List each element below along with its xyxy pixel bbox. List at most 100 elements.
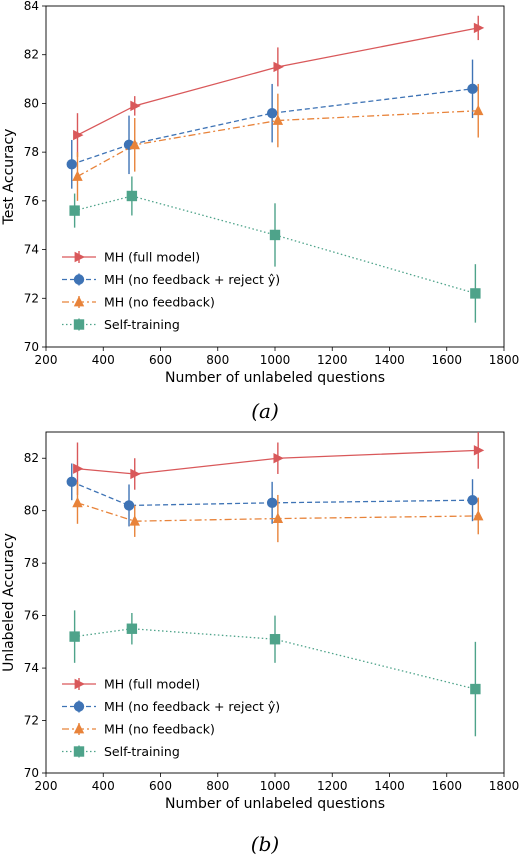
- series-1: [66, 59, 478, 189]
- data-point: [272, 114, 284, 125]
- x-tick-label: 1200: [317, 779, 348, 793]
- x-tick-label: 600: [149, 779, 172, 793]
- data-point: [470, 288, 481, 299]
- series-line: [71, 481, 473, 507]
- x-tick-label: 1000: [260, 353, 291, 367]
- y-tick-label: 76: [24, 194, 39, 208]
- data-point: [266, 107, 278, 119]
- data-point: [72, 170, 83, 181]
- data-point: [273, 61, 284, 73]
- x-tick-label: 1400: [374, 779, 405, 793]
- data-point: [473, 104, 484, 116]
- data-point: [470, 683, 481, 695]
- data-point: [69, 631, 80, 642]
- data-point: [73, 129, 84, 141]
- legend-label: MH (full model): [104, 677, 200, 692]
- x-tick-label: 1800: [489, 353, 520, 367]
- y-tick-label: 78: [24, 556, 39, 570]
- y-axis-label: Test Accuracy: [1, 129, 17, 226]
- data-point: [130, 100, 141, 112]
- series-3: [69, 610, 481, 737]
- series-line: [77, 110, 479, 178]
- x-tick-label: 800: [206, 353, 229, 367]
- chart-panel-b: 200 400 600 800 1000 1200 1400 1600 1800 70 72 74 76…: [1, 431, 520, 856]
- x-axis-label: Number of unlabeled questions: [165, 370, 385, 386]
- series-2: [72, 83, 484, 201]
- x-tick-label: 200: [35, 353, 58, 367]
- data-point: [473, 509, 484, 521]
- data-point: [467, 83, 478, 95]
- data-point: [273, 453, 284, 464]
- x-tick-label: 400: [92, 353, 115, 367]
- data-point: [269, 229, 281, 241]
- data-point: [269, 634, 281, 645]
- legend-marker: [73, 296, 85, 307]
- x-tick-label: 600: [149, 353, 172, 367]
- y-tick-label: 72: [24, 291, 39, 305]
- x-tick-label: 200: [35, 779, 58, 793]
- series-1: [66, 463, 478, 527]
- data-point: [473, 22, 485, 34]
- legend-label: MH (full model): [104, 250, 200, 265]
- series-2: [72, 481, 484, 543]
- x-tick-label: 1000: [260, 779, 291, 793]
- legend-marker: [73, 701, 85, 712]
- data-point: [69, 205, 80, 216]
- data-point: [130, 468, 141, 480]
- series-0: [73, 432, 485, 495]
- series-line: [77, 449, 479, 475]
- series-3: [69, 176, 481, 323]
- data-point: [272, 512, 284, 523]
- legend: MH (full model) MH (no feedback + reject …: [62, 677, 280, 759]
- y-tick-label: 70: [24, 766, 39, 780]
- data-point: [72, 496, 83, 508]
- y-axis-label: Unlabeled Accuracy: [1, 533, 17, 672]
- data-point: [126, 623, 138, 634]
- x-tick-label: 400: [92, 779, 115, 793]
- legend-label: MH (no feedback): [104, 722, 215, 737]
- data-point: [126, 190, 138, 202]
- x-tick-label: 800: [206, 779, 229, 793]
- legend-label: MH (no feedback + reject ŷ): [104, 272, 280, 287]
- figure-caption: (a): [251, 399, 279, 423]
- y-tick-label: 80: [24, 96, 39, 110]
- data-point: [473, 445, 485, 456]
- y-tick-label: 76: [24, 609, 39, 623]
- legend-marker: [74, 678, 85, 690]
- series-0: [73, 15, 485, 158]
- legend-label: Self-training: [104, 744, 180, 759]
- data-point: [123, 500, 135, 511]
- data-point: [129, 138, 140, 150]
- x-tick-label: 1200: [317, 353, 348, 367]
- y-tick-label: 82: [24, 48, 39, 62]
- legend-label: MH (no feedback): [104, 295, 215, 310]
- series-line: [77, 502, 479, 522]
- legend-marker: [73, 723, 85, 734]
- y-tick-label: 70: [24, 340, 39, 354]
- data-point: [266, 497, 278, 509]
- x-tick-label: 1800: [489, 779, 520, 793]
- chart-panel-a: 200 400 600 800 1000 1200 1400 1600 1800 70 72 74 76…: [1, 0, 519, 423]
- x-axis-label: Number of unlabeled questions: [165, 796, 385, 812]
- legend-marker: [73, 274, 85, 285]
- data-point: [66, 476, 77, 488]
- series-line: [74, 628, 476, 690]
- data-point: [73, 463, 84, 474]
- y-tick-label: 72: [24, 714, 39, 728]
- y-tick-label: 78: [24, 145, 39, 159]
- x-tick-label: 1600: [431, 353, 462, 367]
- series-line: [71, 88, 473, 165]
- data-point: [129, 515, 140, 526]
- data-point: [66, 159, 77, 170]
- y-tick-label: 74: [24, 661, 39, 675]
- figure-caption: (b): [251, 832, 279, 856]
- legend: MH (full model) MH (no feedback + reject …: [62, 250, 280, 332]
- series-line: [77, 27, 479, 136]
- legend-label: MH (no feedback + reject ŷ): [104, 699, 280, 714]
- data-point: [467, 495, 478, 506]
- y-tick-label: 84: [24, 0, 39, 13]
- legend-marker: [73, 746, 85, 757]
- x-tick-label: 1400: [374, 353, 405, 367]
- legend-marker: [74, 251, 85, 263]
